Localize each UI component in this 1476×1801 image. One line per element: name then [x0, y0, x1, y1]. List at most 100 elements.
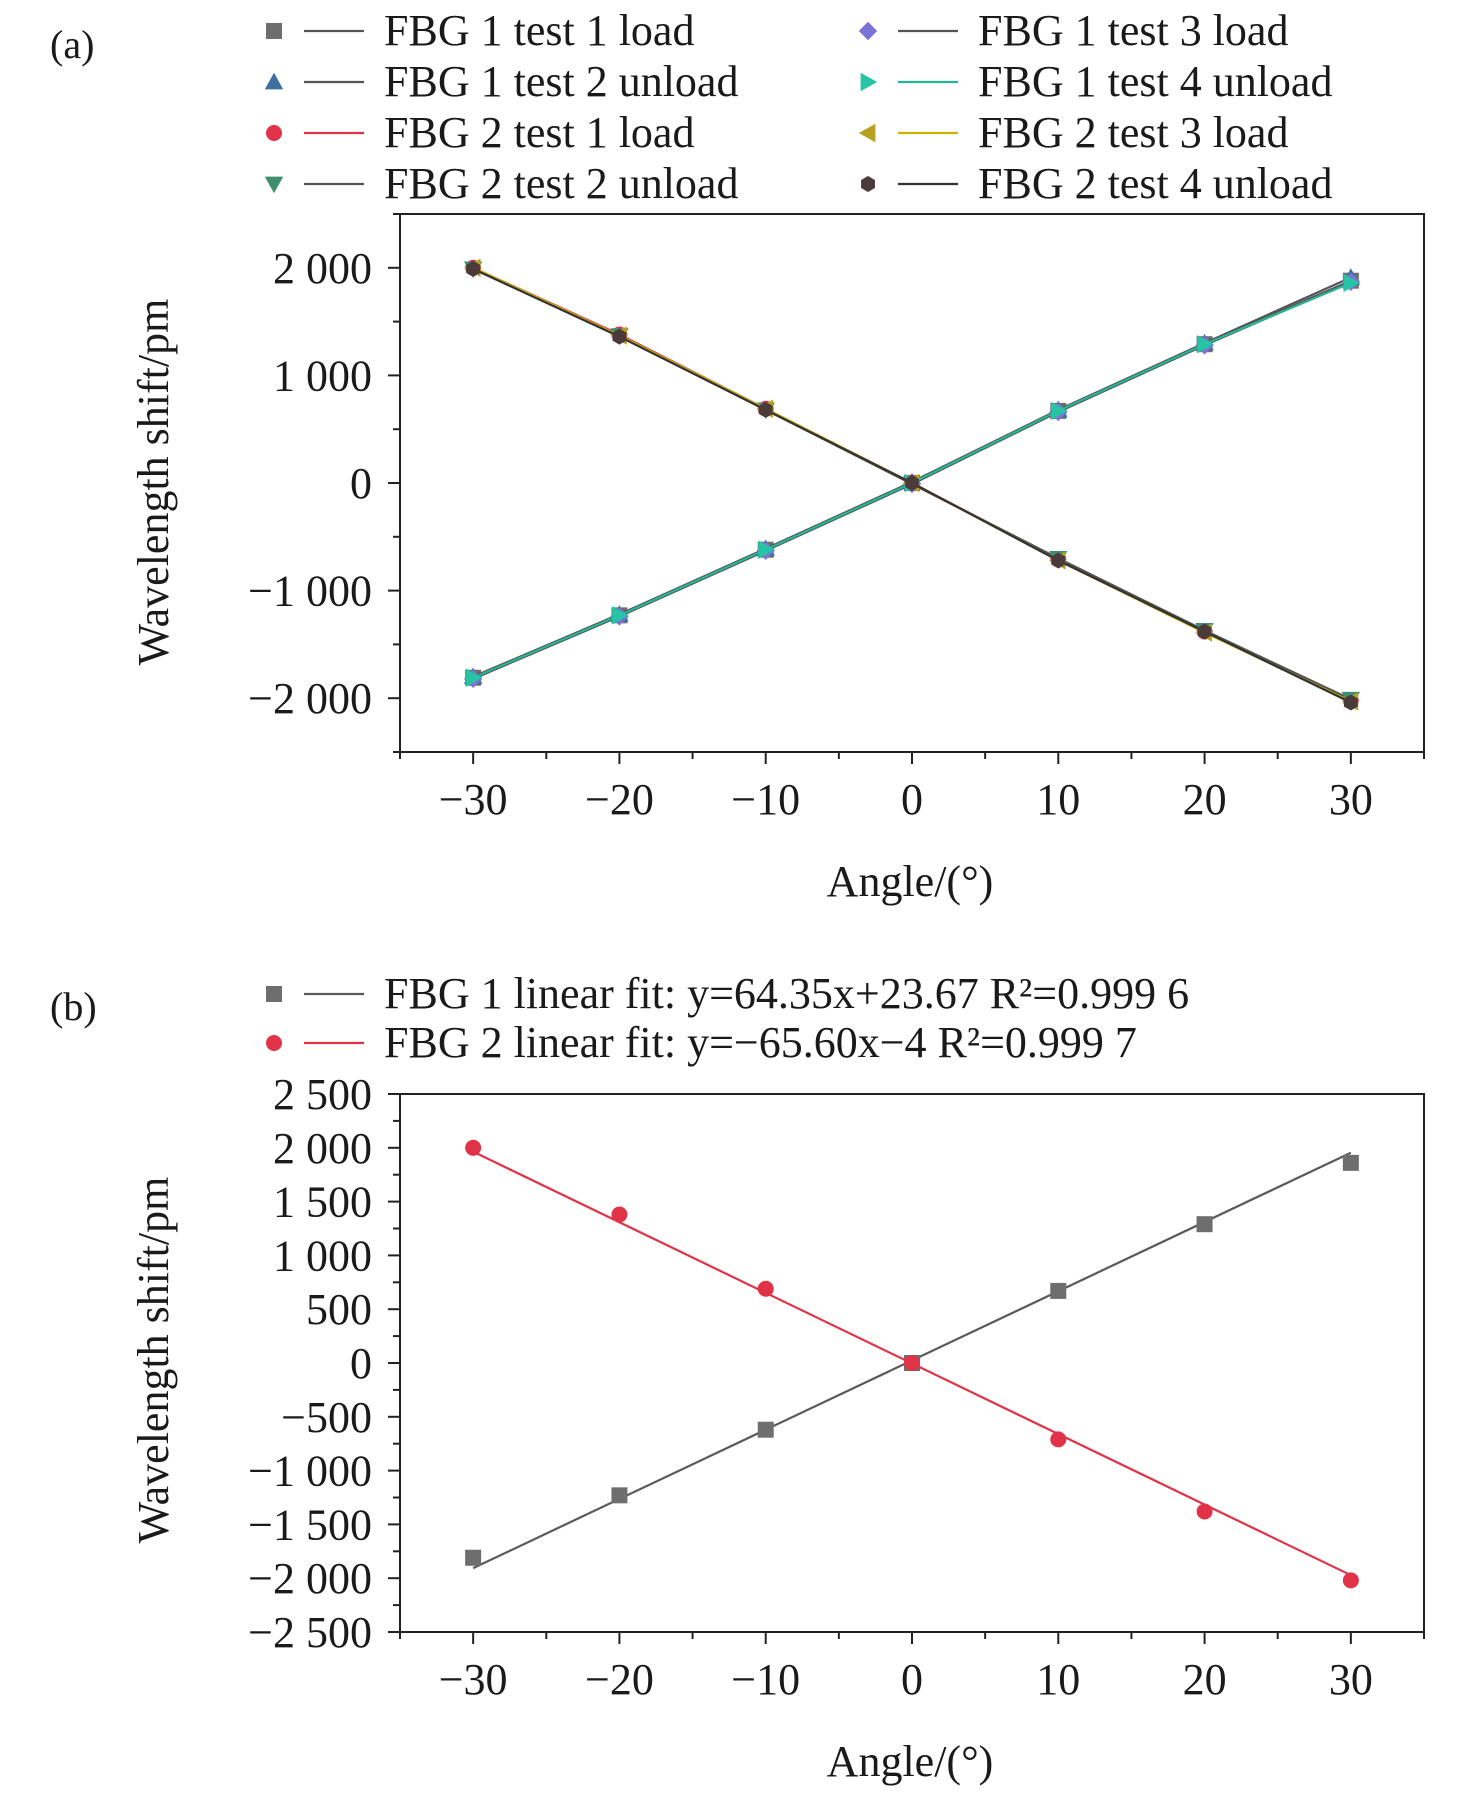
b-xtick-label: −20	[585, 1655, 654, 1704]
b-data-point	[1050, 1431, 1067, 1448]
panel-a-ylabel: Wavelength shift/pm	[129, 299, 178, 666]
b-ytick-label: −500	[281, 1393, 372, 1442]
a-legend-label: FBG 2 test 2 unload	[384, 159, 738, 208]
a-data-point	[1343, 273, 1361, 293]
a-data-point	[465, 668, 483, 687]
a-legend-marker	[858, 21, 878, 41]
b-ytick-label: −1 500	[248, 1500, 372, 1549]
a-ytick-label: −2 000	[248, 674, 372, 723]
b-data-point	[1342, 1154, 1359, 1171]
b-data-point	[904, 1355, 920, 1371]
a-xtick-label: −10	[731, 775, 800, 824]
a-legend-item: FBG 2 test 4 unload	[861, 159, 1332, 208]
b-xtick-label: −10	[731, 1655, 800, 1704]
b-xtick-label: −30	[439, 1655, 508, 1704]
a-xtick-label: 30	[1329, 775, 1373, 824]
a-legend-item: FBG 2 test 2 unload	[264, 159, 738, 208]
b-data-point	[1050, 1282, 1067, 1299]
b-ytick-label: 2 500	[273, 1070, 372, 1119]
a-data-point	[758, 540, 775, 559]
b-ytick-label: 500	[306, 1285, 372, 1334]
a-legend-label: FBG 2 test 1 load	[384, 108, 694, 157]
a-legend-label: FBG 1 test 1 load	[384, 6, 694, 55]
b-series-2	[465, 1139, 1359, 1589]
a-legend-marker	[264, 72, 284, 90]
b-legend-label: FBG 2 linear fit: y=−65.60x−4 R²=0.999 7	[384, 1018, 1137, 1067]
b-data-point	[1196, 1216, 1213, 1233]
a-xtick-label: 10	[1036, 775, 1080, 824]
b-ytick-label: −2 000	[248, 1554, 372, 1603]
b-xtick-label: 10	[1036, 1655, 1080, 1704]
a-legend-item: FBG 1 test 4 unload	[860, 57, 1332, 106]
b-legend-label: FBG 1 linear fit: y=64.35x+23.67 R²=0.99…	[384, 969, 1189, 1018]
b-data-point	[611, 1487, 628, 1504]
a-legend-marker	[858, 123, 876, 143]
a-xtick-label: −20	[585, 775, 654, 824]
a-legend-marker	[861, 176, 875, 192]
a-xtick-label: 0	[901, 775, 923, 824]
panel-a-plot: −30 −20 −10 0 10 20 30 −2 000 −1 000 0 1 000 2 000	[248, 213, 1425, 824]
a-legend-marker	[266, 23, 282, 39]
b-xtick-label: 20	[1183, 1655, 1227, 1704]
panel-b-legend: FBG 1 linear fit: y=64.35x+23.67 R²=0.99…	[266, 969, 1189, 1067]
a-legend-item: FBG 1 test 2 unload	[264, 57, 738, 106]
panel-a-label: (a)	[50, 22, 94, 67]
b-legend-item: FBG 2 linear fit: y=−65.60x−4 R²=0.999 7	[266, 1018, 1137, 1067]
b-ytick-label: 1 000	[273, 1231, 372, 1280]
a-data-point	[905, 475, 919, 491]
a-series-8	[466, 260, 1358, 711]
b-data-point	[1196, 1503, 1213, 1520]
b-data-point	[757, 1421, 774, 1438]
a-ytick-label: −1 000	[248, 567, 372, 616]
b-ytick-label: −1 000	[248, 1447, 372, 1496]
a-legend-label: FBG 1 test 3 load	[978, 6, 1288, 55]
b-data-point	[465, 1139, 482, 1156]
a-data-point	[1343, 694, 1358, 711]
a-data-point	[758, 401, 773, 418]
a-legend-label: FBG 1 test 2 unload	[384, 57, 738, 106]
a-ytick-label: 1 000	[273, 351, 372, 400]
a-data-point	[1197, 623, 1212, 640]
b-ytick-label: −2 500	[248, 1608, 372, 1657]
b-ytick-label: 2 000	[273, 1124, 372, 1173]
a-data-point	[1051, 552, 1066, 569]
a-ytick-label: 0	[350, 459, 372, 508]
panel-b-xlabel: Angle/(°)	[827, 1737, 994, 1786]
a-legend-marker	[266, 125, 282, 141]
b-ytick-label: 1 500	[273, 1178, 372, 1227]
a-data-point	[466, 260, 481, 277]
a-legend-item: FBG 1 test 1 load	[266, 6, 694, 55]
panel-b-label: (b)	[50, 984, 97, 1029]
panel-a-xlabel: Angle/(°)	[827, 857, 994, 906]
b-data-point	[757, 1280, 774, 1297]
a-xtick-label: 20	[1183, 775, 1227, 824]
a-legend-marker	[264, 176, 284, 194]
a-legend-marker	[860, 72, 878, 92]
a-legend-label: FBG 2 test 4 unload	[978, 159, 1332, 208]
panel-b: (b) FBG 1 linear fit: y=64.35x+23.67 R²=…	[50, 969, 1425, 1786]
a-data-point	[612, 606, 629, 625]
b-legend-marker	[266, 986, 282, 1002]
a-ytick-label: 2 000	[273, 244, 372, 293]
panel-b-plot: −30 −20 −10 0 10 20 30 −2 500 −2 000 −1 500−1 000…	[248, 1070, 1425, 1704]
a-legend-item: FBG 2 test 3 load	[858, 108, 1288, 157]
b-legend-marker	[266, 1035, 282, 1051]
a-legend-item: FBG 1 test 3 load	[858, 6, 1288, 55]
b-data-point	[1342, 1572, 1359, 1589]
a-xtick-label: −30	[439, 775, 508, 824]
b-xtick-label: 0	[901, 1655, 923, 1704]
panel-b-ylabel: Wavelength shift/pm	[129, 1177, 178, 1544]
b-xtick-label: 30	[1329, 1655, 1373, 1704]
a-legend-label: FBG 1 test 4 unload	[978, 57, 1332, 106]
b-data-point	[611, 1206, 628, 1223]
b-data-point	[465, 1549, 482, 1566]
a-data-point	[1197, 335, 1214, 354]
a-data-point	[1050, 401, 1068, 421]
a-legend-item: FBG 2 test 1 load	[266, 108, 694, 157]
b-legend-item: FBG 1 linear fit: y=64.35x+23.67 R²=0.99…	[266, 969, 1189, 1018]
a-legend-label: FBG 2 test 3 load	[978, 108, 1288, 157]
